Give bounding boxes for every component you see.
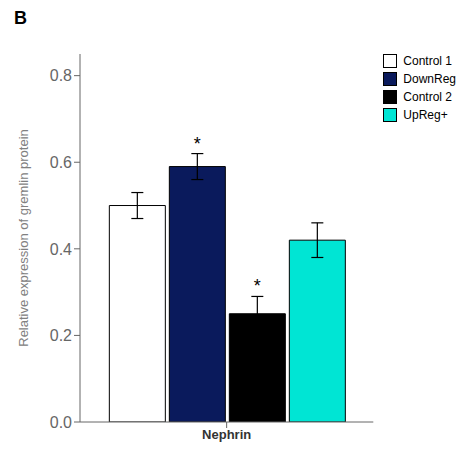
svg-text:Nephrin: Nephrin (202, 427, 251, 442)
html-text:Control 2: Control 2 (403, 90, 452, 104)
html-text:Control 1: Control 1 (403, 54, 452, 68)
svg-text:Relative expression of gremlin: Relative expression of gremlin protein (16, 129, 31, 347)
svg-text:*: * (254, 276, 261, 296)
svg-text:0.4: 0.4 (50, 241, 72, 258)
html-text:DownReg: DownReg (403, 72, 456, 86)
svg-text:0.6: 0.6 (50, 154, 72, 171)
html-text:B: B (14, 8, 27, 28)
svg-text:0.2: 0.2 (50, 327, 72, 344)
html-text:UpReg+: UpReg+ (403, 108, 448, 122)
svg-text:0.0: 0.0 (50, 414, 72, 431)
svg-text:0.8: 0.8 (50, 67, 72, 84)
svg-text:*: * (194, 134, 201, 154)
